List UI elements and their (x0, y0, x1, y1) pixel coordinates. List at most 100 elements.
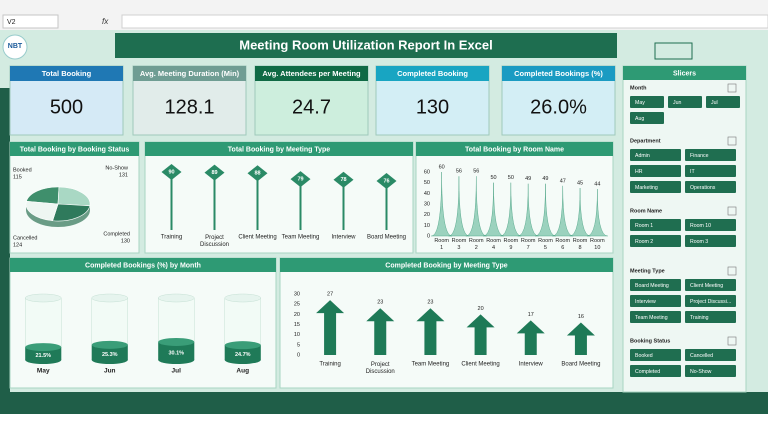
value-label: 21.5% (35, 353, 51, 359)
kpi-header (376, 66, 489, 81)
pie-value: 115 (13, 174, 22, 180)
slicer-item[interactable]: Training (690, 315, 709, 321)
y-tick-label: 25 (294, 302, 300, 308)
slicer-panel-title: Slicers (673, 70, 696, 77)
slicer-item[interactable]: Completed (635, 369, 660, 375)
value-label: 23 (427, 300, 433, 306)
slicer-button[interactable] (630, 181, 681, 193)
slicer-button[interactable] (685, 181, 736, 193)
value-label: 79 (297, 177, 303, 183)
slicer-item[interactable]: Operations (690, 185, 716, 191)
bottom-band (0, 392, 768, 414)
kpi-header (133, 66, 246, 81)
slicer-button[interactable] (685, 365, 736, 377)
value-label: 56 (473, 169, 479, 175)
slicer-button[interactable] (706, 96, 740, 108)
selected-cell (654, 42, 693, 60)
area-peak (448, 176, 470, 237)
kpi-value: 500 (50, 96, 83, 118)
cylinder-glass-top (158, 293, 195, 303)
slicer-button[interactable] (685, 219, 736, 231)
chart-title: Completed Booking by Meeting Type (385, 262, 507, 269)
slicer-item[interactable]: Project Discussi... (690, 299, 731, 305)
cylinder-bar (91, 344, 128, 360)
clear-filter-icon[interactable] (727, 336, 737, 346)
slicer-button[interactable] (630, 219, 681, 231)
kpi-value: 26.0% (530, 96, 587, 118)
chart-header (280, 258, 613, 272)
slicer-item[interactable]: Room 1 (635, 223, 653, 229)
slicer-button[interactable] (630, 165, 681, 177)
slicer-button[interactable] (630, 349, 681, 361)
x-tick-label: Room 7 (521, 238, 536, 251)
slicer-button[interactable] (685, 165, 736, 177)
slicer-item[interactable]: Team Meeting (635, 315, 668, 321)
slicer-item[interactable]: Interview (635, 299, 656, 305)
x-tick-label: Room 6 (555, 238, 570, 251)
value-label: 90 (168, 169, 174, 175)
y-tick-label: 40 (424, 191, 430, 197)
slicer-button[interactable] (685, 235, 736, 247)
slicer-button[interactable] (630, 295, 681, 307)
lollipop-diamond (161, 164, 182, 180)
cylinder-glass-top (91, 293, 128, 303)
clear-filter-icon[interactable] (727, 136, 737, 146)
x-tick-label: Client Meeting (238, 235, 276, 241)
clear-filter-icon[interactable] (727, 83, 737, 93)
slicer-item[interactable]: Client Meeting (690, 283, 723, 289)
slicer-button[interactable] (685, 311, 736, 323)
area-peak (517, 183, 539, 237)
slicer-button[interactable] (685, 295, 736, 307)
arrow-bar (566, 322, 595, 355)
x-tick-label: Training (161, 235, 182, 241)
slicer-item[interactable]: Board Meeting (635, 283, 669, 289)
cylinder-bottom (224, 356, 261, 364)
slicer-item[interactable]: Room 3 (690, 239, 708, 245)
slicer-button[interactable] (630, 365, 681, 377)
value-label: 24.7% (235, 352, 251, 358)
slicer-button[interactable] (668, 96, 702, 108)
slicer-item[interactable]: Room 2 (635, 239, 653, 245)
y-tick-label: 20 (294, 312, 300, 318)
slicer-item[interactable]: Jul (711, 100, 718, 106)
slicer-item[interactable]: IT (690, 169, 695, 175)
value-label: 20 (478, 306, 484, 312)
clear-filter-icon[interactable] (727, 266, 737, 276)
x-tick-label: Room 5 (538, 238, 553, 251)
cylinder-bar (158, 341, 195, 360)
slicer-item[interactable]: Admin (635, 153, 650, 159)
slicer-item[interactable]: Aug (635, 116, 644, 122)
slicer-button[interactable] (630, 279, 681, 291)
title-bar (115, 33, 617, 58)
slicer-item[interactable]: Jun (673, 100, 681, 106)
slicer-button[interactable] (630, 311, 681, 323)
name-box[interactable] (2, 14, 59, 29)
kpi-header (502, 66, 615, 81)
slicer-button[interactable] (685, 279, 736, 291)
clear-filter-icon[interactable] (727, 206, 737, 216)
slicer-item[interactable]: Booked (635, 353, 653, 359)
slicer-item[interactable]: HR (635, 169, 643, 175)
chart-title: Total Booking by Room Name (465, 146, 564, 153)
slicer-button[interactable] (685, 149, 736, 161)
slicer-button[interactable] (630, 235, 681, 247)
y-tick-label: 10 (424, 223, 430, 229)
slicer-item[interactable]: Cancelled (690, 353, 713, 359)
slicer-item[interactable]: No-Show (690, 369, 712, 375)
formula-input[interactable] (121, 14, 768, 29)
slicer-item[interactable]: Marketing (635, 185, 658, 191)
slicer-button[interactable] (685, 349, 736, 361)
slicer-item[interactable]: Room 10 (690, 223, 711, 229)
slicer-button[interactable] (630, 149, 681, 161)
lollipop-diamond (376, 173, 397, 190)
kpi-label: Avg. Meeting Duration (Min) (140, 69, 240, 78)
area-peak (431, 171, 453, 237)
chart-header (416, 142, 613, 156)
pie-value: 130 (121, 238, 130, 244)
x-tick-label: May (37, 368, 50, 375)
slicer-button[interactable] (630, 112, 664, 124)
slicer-item[interactable]: Finance (690, 153, 709, 159)
slicer-item[interactable]: May (635, 100, 645, 106)
slicer-button[interactable] (630, 96, 664, 108)
